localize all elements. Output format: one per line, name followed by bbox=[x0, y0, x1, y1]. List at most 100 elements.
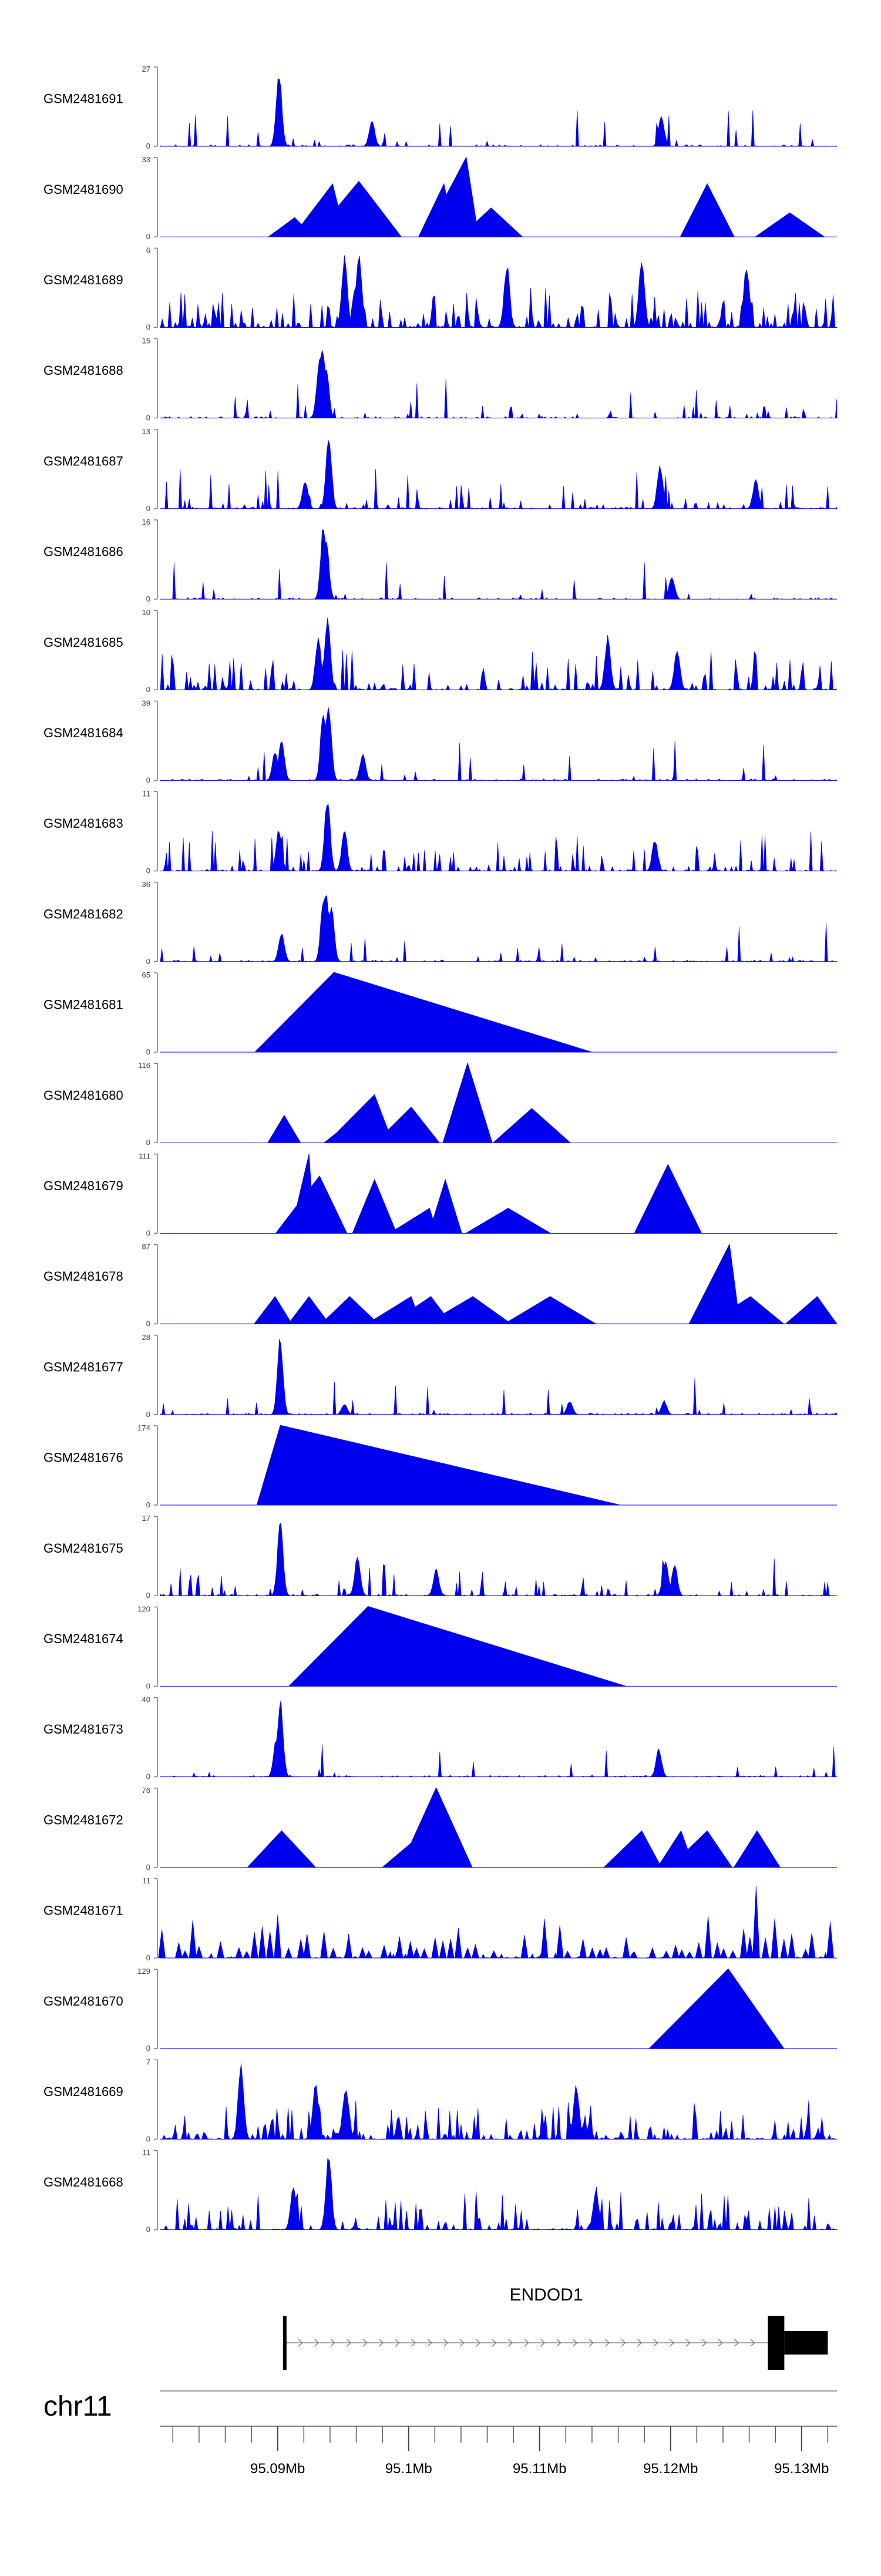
track-label: GSM2481688 bbox=[43, 363, 123, 378]
strand-arrow bbox=[524, 2339, 530, 2347]
track: GSM2481674 120 0 bbox=[43, 1604, 837, 1690]
track-label: GSM2481683 bbox=[43, 816, 123, 831]
track: GSM2481688 15 0 bbox=[43, 337, 838, 422]
y-max-label: 28 bbox=[142, 1333, 150, 1342]
track: GSM2481672 76 0 bbox=[43, 1786, 837, 1872]
track: GSM2481681 65 0 bbox=[43, 970, 837, 1056]
track: GSM2481676 174 0 bbox=[43, 1423, 837, 1509]
y-max-label: 129 bbox=[137, 1967, 150, 1976]
y-max-label: 36 bbox=[142, 880, 150, 889]
track-label: GSM2481685 bbox=[43, 635, 123, 650]
track-label: GSM2481672 bbox=[43, 1812, 123, 1827]
strand-arrow bbox=[475, 2339, 481, 2347]
track: GSM2481690 33 0 bbox=[43, 155, 837, 241]
gene-exon bbox=[283, 2316, 287, 2370]
track: GSM2481691 27 0 bbox=[43, 65, 838, 150]
y-max-label: 7 bbox=[146, 2057, 150, 2066]
coverage-area bbox=[253, 1243, 838, 1324]
track: GSM2481668 11 0 bbox=[43, 2148, 837, 2234]
coverage-area bbox=[160, 707, 837, 781]
strand-arrow bbox=[314, 2339, 320, 2347]
coverage-area bbox=[275, 1153, 702, 1234]
coverage-area bbox=[267, 156, 825, 237]
y-max-label: 65 bbox=[142, 970, 150, 979]
coverage-area bbox=[160, 895, 837, 962]
y-max-label: 11 bbox=[143, 2148, 151, 2157]
strand-arrow bbox=[346, 2339, 352, 2347]
track: GSM2481673 40 0 bbox=[43, 1695, 837, 1781]
track: GSM2481679 111 0 bbox=[43, 1151, 837, 1237]
coverage-area bbox=[648, 1968, 785, 2049]
strand-arrow bbox=[653, 2339, 659, 2347]
y-max-label: 16 bbox=[142, 518, 150, 526]
strand-arrow bbox=[411, 2339, 416, 2347]
track: GSM2481671 11 0 bbox=[43, 1876, 837, 1962]
track: GSM2481689 6 0 bbox=[43, 246, 837, 331]
x-tick-label: 95.13Mb bbox=[774, 2461, 829, 2477]
y-max-label: 40 bbox=[142, 1695, 150, 1704]
y-max-label: 174 bbox=[137, 1423, 150, 1432]
y-max-label: 13 bbox=[142, 427, 150, 436]
y-min-label: 0 bbox=[146, 1953, 150, 1962]
y-max-label: 11 bbox=[143, 1876, 151, 1885]
coverage-area bbox=[160, 1700, 837, 1778]
y-max-label: 76 bbox=[142, 1786, 150, 1795]
coverage-area bbox=[160, 617, 838, 691]
strand-arrow bbox=[507, 2339, 513, 2347]
coverage-area bbox=[160, 1338, 838, 1415]
track-label: GSM2481690 bbox=[43, 182, 123, 197]
coverage-area bbox=[267, 1062, 571, 1143]
coverage-area bbox=[160, 350, 838, 419]
y-max-label: 39 bbox=[142, 698, 150, 707]
y-min-label: 0 bbox=[146, 1500, 150, 1509]
strand-arrow bbox=[637, 2339, 643, 2347]
y-max-label: 27 bbox=[142, 65, 150, 73]
track-label: GSM2481670 bbox=[43, 1994, 123, 2009]
strand-arrow bbox=[556, 2339, 562, 2347]
coverage-area bbox=[160, 1522, 837, 1596]
track-label: GSM2481682 bbox=[43, 906, 123, 921]
x-tick-label: 95.11Mb bbox=[513, 2461, 567, 2477]
y-max-label: 6 bbox=[146, 246, 150, 254]
track-label: GSM2481687 bbox=[43, 454, 123, 468]
track-label: GSM2481674 bbox=[43, 1631, 123, 1646]
y-min-label: 0 bbox=[146, 1138, 150, 1147]
y-min-label: 0 bbox=[146, 1681, 150, 1690]
x-tick-label: 95.09Mb bbox=[250, 2461, 305, 2477]
strand-arrow bbox=[427, 2339, 433, 2347]
strand-arrow bbox=[718, 2339, 724, 2347]
strand-arrow bbox=[298, 2339, 304, 2347]
coverage-area bbox=[160, 439, 838, 509]
y-max-label: 15 bbox=[142, 337, 150, 345]
y-min-label: 0 bbox=[146, 866, 150, 875]
gene-label: ENDOD1 bbox=[509, 2285, 583, 2305]
coverage-area bbox=[254, 972, 593, 1053]
x-tick-label: 95.12Mb bbox=[643, 2461, 698, 2477]
y-max-label: 116 bbox=[138, 1061, 150, 1070]
coverage-area bbox=[160, 78, 838, 147]
x-tick-label: 95.1Mb bbox=[385, 2461, 432, 2477]
y-min-label: 0 bbox=[146, 2044, 150, 2053]
track: GSM2481684 39 0 bbox=[43, 698, 837, 784]
y-min-label: 0 bbox=[146, 1319, 150, 1328]
strand-arrow bbox=[395, 2339, 401, 2347]
strand-arrow bbox=[701, 2339, 707, 2347]
track: GSM2481685 10 0 bbox=[43, 608, 838, 694]
track-label: GSM2481681 bbox=[43, 998, 123, 1012]
coverage-area bbox=[160, 2158, 837, 2231]
strand-arrow bbox=[685, 2339, 691, 2347]
y-min-label: 0 bbox=[146, 1863, 150, 1872]
track: GSM2481687 13 0 bbox=[43, 427, 838, 513]
y-max-label: 120 bbox=[137, 1604, 150, 1613]
chromosome-label: chr11 bbox=[43, 2391, 112, 2422]
track-label: GSM2481679 bbox=[43, 1178, 123, 1193]
strand-arrow bbox=[330, 2339, 336, 2347]
y-min-label: 0 bbox=[146, 2225, 150, 2234]
coverage-area bbox=[158, 1886, 837, 1959]
y-min-label: 0 bbox=[146, 1228, 150, 1237]
track: GSM2481683 11 0 bbox=[43, 790, 837, 875]
strand-arrow bbox=[443, 2339, 449, 2347]
strand-arrow bbox=[459, 2339, 465, 2347]
